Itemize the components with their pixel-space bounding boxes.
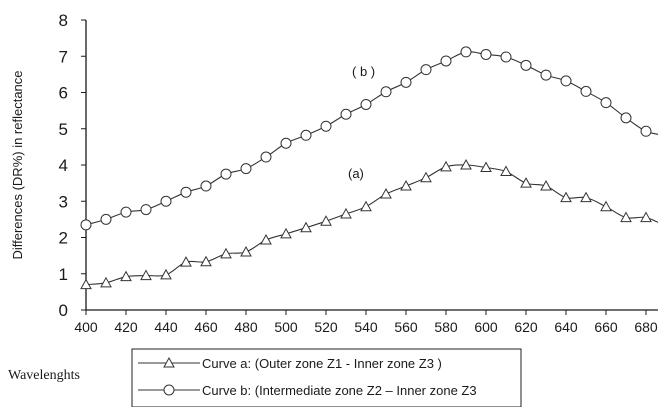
data-point-circle [580,85,592,97]
data-point-triangle [260,234,272,245]
data-point-circle [140,204,152,216]
x-tick-label: 600 [474,319,498,335]
data-point-circle [500,51,512,63]
x-axis-label: Wavelenghts [8,368,80,383]
series-line-a [85,164,658,286]
x-tick-label: 620 [514,319,538,335]
y-axis-label: Differences (DR%) in reflectance [10,70,25,259]
data-point-circle [620,112,632,124]
data-point-triangle [280,227,292,239]
data-point-circle [300,129,312,141]
data-point-triangle [380,187,392,199]
y-tick-label: 0 [59,301,68,320]
data-point-circle [220,168,232,180]
data-point-triangle [400,179,412,191]
y-tick-label: 2 [59,229,68,248]
data-point-triangle [600,200,612,212]
data-point-circle [520,59,532,71]
data-point-circle [320,120,332,132]
y-tick-label: 6 [59,84,68,103]
y-axis-ticks: 0 1 2 3 4 5 6 7 8 [59,11,86,320]
y-tick-label: 1 [59,265,68,284]
x-axis-ticks: 400 420 440 460 480 500 520 540 560 580 600 620 640 6… [74,310,658,335]
data-point-triangle [140,269,152,281]
x-tick-label: 420 [114,319,138,335]
annotation-b: ( b ) [352,64,375,79]
data-point-circle [180,186,192,198]
data-point-triangle [220,247,232,259]
data-point-triangle [340,207,352,219]
data-point-triangle [440,160,452,172]
data-point-triangle [320,215,332,226]
data-point-triangle [120,270,132,282]
data-point-circle [260,151,272,163]
data-point-triangle [580,191,592,203]
x-tick-label: 460 [194,319,218,335]
data-point-triangle [160,268,172,280]
data-point-triangle [520,177,532,188]
y-tick-label: 3 [59,192,68,211]
data-point-circle [560,75,572,87]
data-point-triangle [500,165,512,177]
series-a [80,158,658,290]
x-tick-label: 680 [634,319,658,335]
data-point-circle [380,86,392,98]
data-point-circle [120,206,132,218]
data-point-circle [540,69,552,81]
data-point-triangle [180,256,192,267]
data-point-triangle [80,278,92,290]
data-point-circle [360,98,372,110]
data-point-triangle [240,245,252,257]
data-point-triangle [300,221,312,233]
x-tick-label: 560 [394,319,418,335]
y-tick-label: 7 [59,47,68,66]
data-point-circle [440,55,452,67]
data-point-circle [480,48,492,60]
data-point-circle [160,195,172,207]
data-point-triangle [460,158,472,170]
data-point-triangle [200,255,212,267]
x-tick-label: 480 [234,319,258,335]
data-point-circle [240,163,252,175]
y-tick-label: 4 [59,156,68,175]
y-tick-label: 5 [59,120,68,139]
legend-box [131,348,522,407]
data-point-triangle [100,276,112,288]
legend-label-b: Curve b: (Intermediate zone Z2 – Inner z… [202,383,477,398]
data-point-circle [400,76,412,88]
data-point-circle [420,64,432,76]
x-tick-label: 520 [314,319,338,335]
legend-marker-b [163,384,175,396]
data-point-circle [80,219,92,231]
data-point-triangle [480,161,492,173]
x-tick-label: 500 [274,319,298,335]
series-layer [80,46,658,290]
series-b [80,46,658,231]
data-point-circle [280,137,292,149]
annotation-a: (a) [348,166,364,181]
data-point-triangle [360,200,372,212]
x-tick-label: 660 [594,319,618,335]
x-tick-label: 580 [434,319,458,335]
data-point-triangle [560,191,572,203]
data-point-triangle [640,211,652,223]
data-point-circle [340,108,352,120]
legend: Curve a: (Outer zone Z1 - Inner zone Z3 … [131,348,522,407]
data-point-circle [200,180,212,192]
y-tick-label: 8 [59,11,68,30]
x-tick-label: 640 [554,319,578,335]
x-tick-label: 540 [354,319,378,335]
data-point-triangle [620,211,632,223]
data-point-triangle [540,179,552,191]
data-point-circle [600,97,612,109]
data-point-circle [100,213,112,225]
legend-label-a: Curve a: (Outer zone Z1 - Inner zone Z3 … [202,356,442,371]
data-point-triangle [420,171,432,183]
data-point-circle [640,125,652,137]
legend-marker-a [163,356,175,368]
x-tick-label: 440 [154,319,178,335]
x-tick-label: 400 [74,319,98,335]
data-point-circle [460,46,472,58]
